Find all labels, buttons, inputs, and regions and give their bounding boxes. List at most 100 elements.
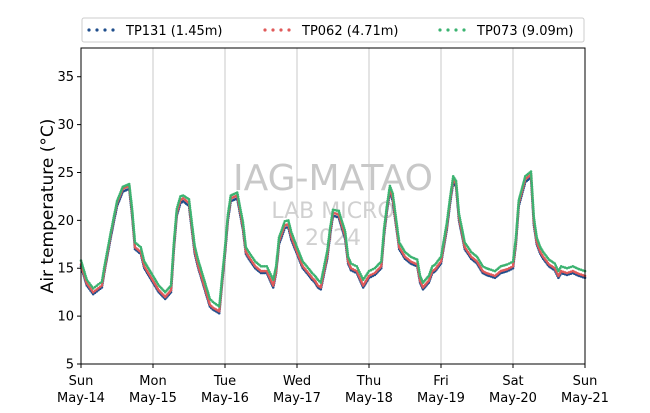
series-2-point — [395, 224, 399, 227]
series-2-point — [517, 205, 520, 208]
series-2-point — [194, 249, 198, 252]
series-2-point — [380, 251, 384, 255]
series-2-point — [335, 209, 339, 212]
series-2-point — [238, 206, 242, 209]
series-2-point — [446, 217, 449, 221]
series-2-point — [530, 185, 534, 189]
series-2-point — [392, 200, 396, 204]
series-1-point — [559, 269, 563, 273]
series-2-point — [102, 271, 105, 275]
series-2-point — [323, 260, 327, 263]
series-2-point — [446, 213, 450, 216]
series-2-point — [515, 221, 519, 225]
series-2-point — [223, 243, 227, 247]
series-2-point — [328, 226, 332, 230]
series-2-point — [191, 232, 195, 235]
series-2-point — [172, 247, 175, 251]
series-2-point — [237, 199, 241, 203]
x-tick-date-7: May-21 — [561, 391, 609, 406]
series-2-point — [220, 281, 223, 285]
series-2-point — [530, 174, 533, 178]
series-2-point — [443, 232, 447, 235]
x-axis-ticks: Sun May-14 Mon May-15 Tue May-16 Wed May-17 Thu M… — [57, 364, 609, 406]
series-2-point — [515, 223, 519, 227]
series-2-point — [324, 258, 327, 261]
series-2-point — [456, 203, 460, 207]
series-2-point — [169, 282, 173, 285]
series-2-point — [385, 203, 389, 207]
series-2-point — [176, 205, 179, 209]
series-2-point — [397, 234, 400, 238]
series-2-point — [218, 298, 222, 302]
series-2-point — [111, 222, 114, 226]
series-2-point — [440, 249, 444, 252]
x-tick-date-5: May-19 — [417, 391, 465, 406]
series-2-point — [392, 202, 396, 206]
series-2-point — [102, 267, 106, 271]
series-2-point — [174, 216, 178, 219]
series-2-point — [345, 247, 349, 250]
series-2-point — [107, 241, 111, 245]
x-tick-day-6: Sat — [502, 374, 523, 389]
series-2-point — [129, 199, 133, 202]
series-2-point — [129, 197, 133, 200]
series-2-point — [530, 179, 533, 182]
series-2-point — [393, 207, 397, 210]
series-2-point — [327, 239, 330, 242]
series-2-point — [395, 219, 398, 223]
series-2-point — [387, 195, 390, 198]
series-2-point — [130, 205, 134, 209]
series-2-point — [463, 239, 466, 242]
series-2-point — [131, 209, 134, 213]
series-2-point — [100, 280, 104, 283]
series-1-point — [335, 212, 339, 216]
series-2-point — [380, 256, 383, 259]
series-2-point — [219, 286, 223, 289]
series-2-point — [386, 201, 389, 205]
series-2-point — [386, 197, 390, 200]
series-2-point — [324, 255, 328, 259]
series-1-point — [261, 269, 265, 273]
series-2-point — [226, 215, 229, 219]
legend-marker-2-1 — [446, 28, 450, 32]
series-2-point — [91, 287, 95, 290]
series-2-point — [523, 177, 526, 180]
series-2-point — [325, 249, 329, 253]
series-2-point — [529, 170, 533, 173]
series-2-point — [461, 232, 465, 236]
series-2-point — [222, 256, 226, 260]
series-2-point — [511, 260, 515, 263]
series-2-point — [224, 241, 227, 245]
series-2-point — [514, 232, 518, 235]
series-2-point — [236, 195, 240, 199]
series-2-point — [521, 183, 525, 186]
series-2-point — [319, 281, 323, 284]
series-2-point — [221, 269, 224, 272]
series-2-point — [132, 226, 135, 229]
series-2-point — [221, 265, 225, 268]
series-2-point — [530, 183, 534, 186]
series-2-point — [391, 192, 395, 195]
series-2-point — [330, 218, 333, 222]
series-0-point — [319, 288, 323, 291]
series-2-point — [277, 238, 281, 241]
series-2-point — [130, 207, 134, 211]
series-2-point — [171, 254, 175, 257]
series-2-point — [533, 222, 536, 225]
series-1-point — [97, 286, 100, 290]
series-2-point — [325, 253, 328, 257]
series-2-point — [127, 182, 131, 186]
series-2-point — [383, 222, 386, 226]
x-tick-date-4: May-18 — [345, 391, 393, 406]
series-2-point — [323, 262, 326, 265]
series-2-point — [322, 264, 326, 268]
series-2-point — [223, 248, 227, 251]
series-2-point — [199, 266, 202, 270]
series-2-point — [261, 265, 265, 268]
series-2-point — [275, 256, 279, 260]
series-2-point — [454, 179, 458, 183]
series-1-point — [353, 268, 357, 272]
series-2-point — [397, 236, 401, 240]
series-2-point — [325, 251, 329, 255]
series-2-point — [382, 228, 386, 232]
